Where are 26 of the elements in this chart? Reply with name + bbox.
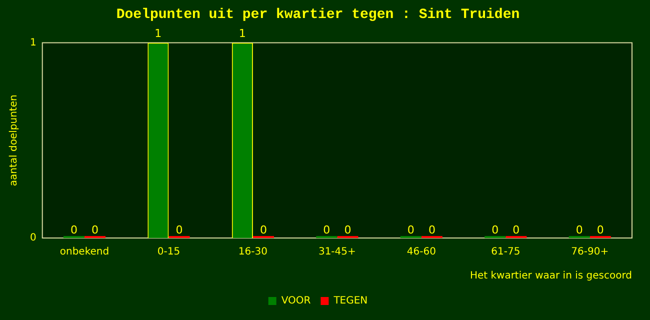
legend-label: TEGEN (332, 296, 368, 307)
data-label: 0 (260, 223, 267, 236)
data-label: 1 (238, 27, 246, 40)
x-tick-label: 76-90+ (571, 246, 609, 258)
data-label: 0 (492, 223, 499, 236)
x-tick-label: onbekend (60, 246, 110, 258)
data-label: 0 (323, 223, 330, 236)
x-tick-label: 0-15 (157, 246, 180, 258)
y-axis-title: aantal doelpunten (8, 94, 20, 186)
data-label: 1 (154, 27, 162, 40)
chart-title: Doelpunten uit per kwartier tegen : Sint Truiden (116, 6, 520, 23)
x-tick-label: 46-60 (406, 246, 436, 258)
data-label: 0 (407, 223, 414, 236)
x-tick-label: 61-75 (491, 246, 520, 258)
data-label: 0 (596, 223, 604, 236)
x-axis-title: Het kwartier waar in is gescoord (470, 270, 632, 282)
data-label: 0 (92, 223, 99, 236)
data-label: 0 (176, 223, 183, 236)
legend-label: VOOR (281, 296, 311, 307)
data-label: 0 (512, 223, 520, 236)
data-label: 0 (428, 223, 436, 236)
data-label: 0 (344, 223, 352, 236)
data-label: 0 (576, 223, 583, 236)
x-tick-label: 16-30 (238, 246, 268, 258)
data-label: 0 (70, 223, 78, 236)
x-tick-label: 31-45+ (318, 246, 356, 258)
